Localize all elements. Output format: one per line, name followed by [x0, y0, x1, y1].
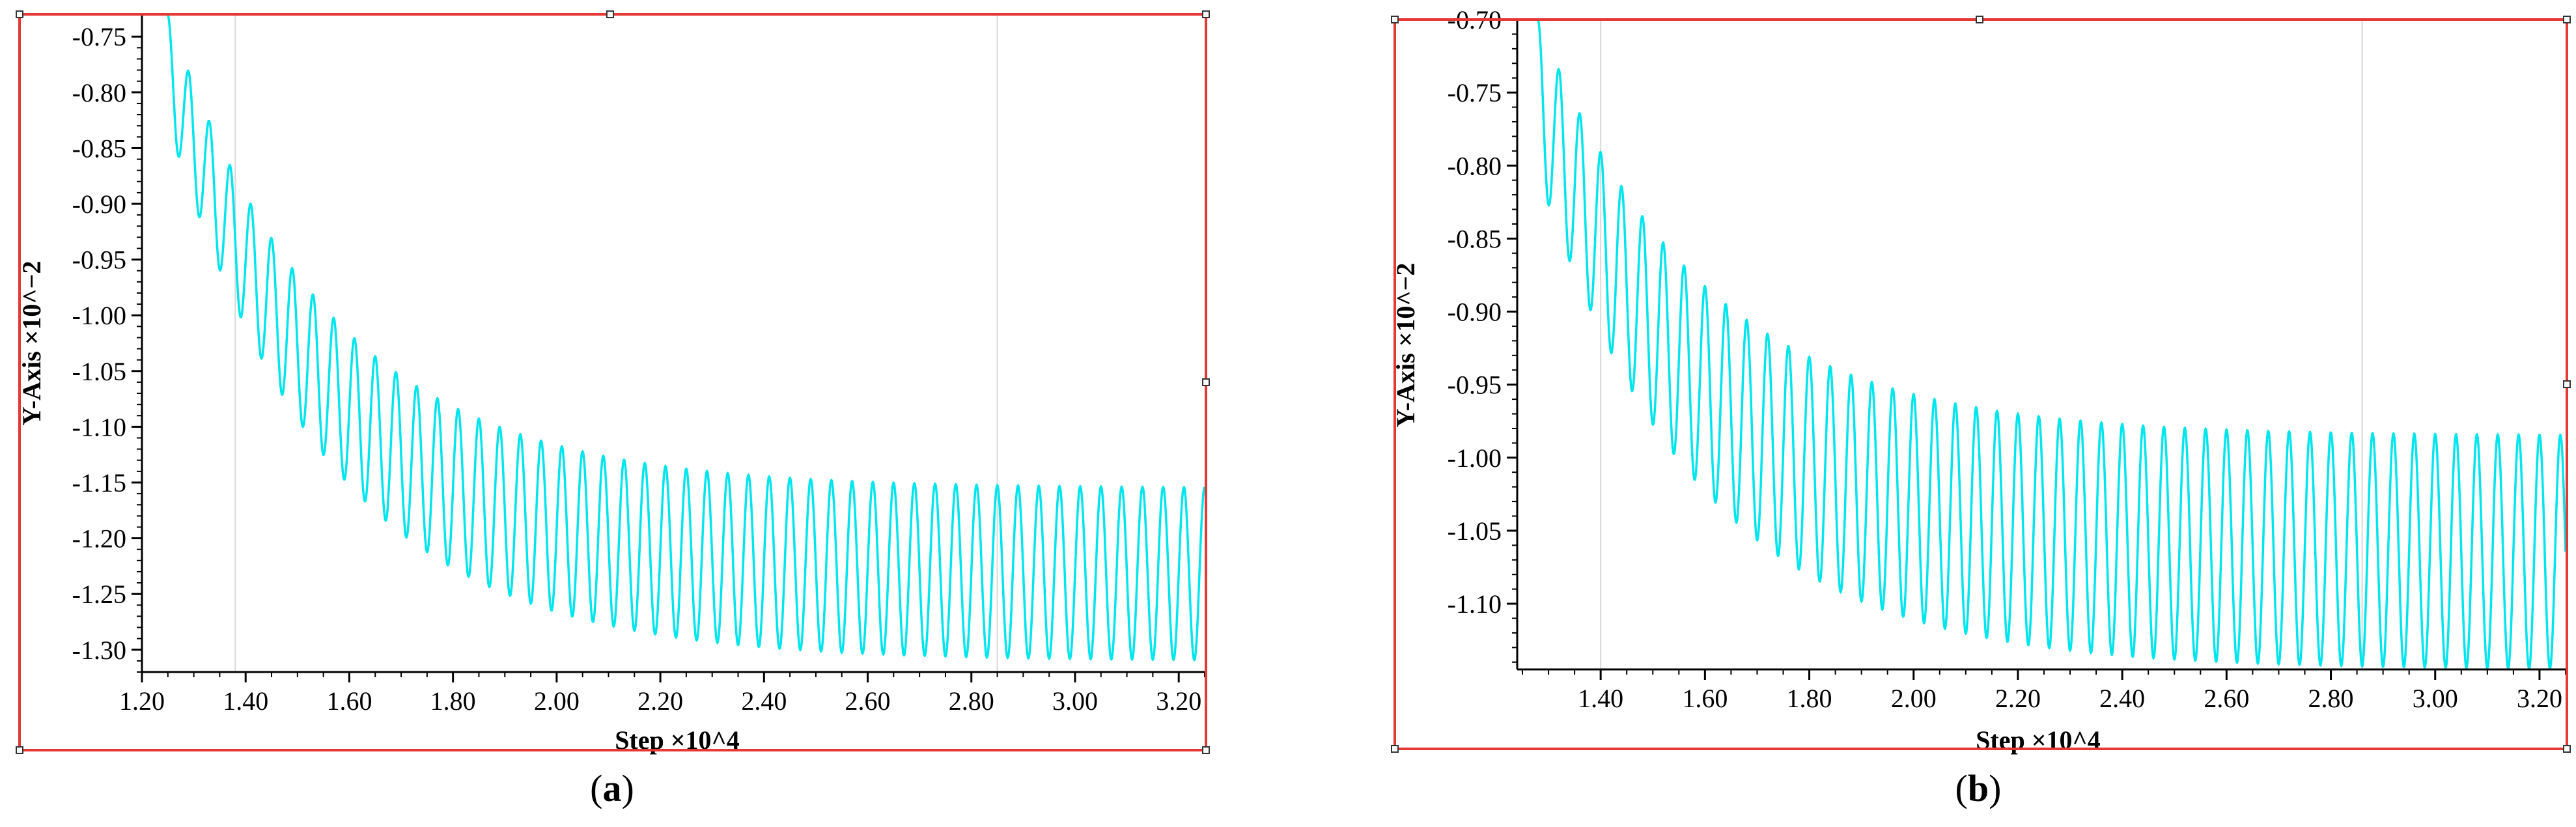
resize-handle [1202, 746, 1210, 754]
x-tick-label: 2.80 [949, 686, 994, 716]
resize-handle [2563, 16, 2571, 23]
y-tick-label: -0.90 [1448, 298, 1502, 327]
caption-letter: a [603, 767, 622, 809]
chart-panel-b: -0.70-0.75-0.80-0.85-0.90-0.95-1.00-1.05… [1391, 5, 2571, 809]
y-tick-label: -1.05 [72, 357, 126, 386]
panel-caption: (b) [1955, 767, 2002, 809]
x-tick-label: 1.60 [326, 686, 372, 716]
resize-handle [1976, 16, 1983, 23]
resize-handle [1391, 16, 1399, 23]
y-tick-label: -0.90 [72, 189, 126, 219]
x-tick-label: 3.00 [2413, 684, 2458, 713]
y-tick-label: -0.85 [1448, 224, 1502, 253]
resize-handle [1202, 378, 1210, 386]
selection-frame [18, 13, 1207, 751]
y-axis-label: Y-Axis ×10^−2 [17, 261, 46, 426]
selection-frame [1393, 18, 2568, 750]
x-tick-label: 2.60 [2204, 684, 2249, 713]
resize-handle [1202, 10, 1210, 18]
x-tick-label: 1.20 [119, 686, 165, 716]
x-tick-label: 2.00 [534, 686, 580, 716]
x-tick-label: 2.20 [1995, 684, 2041, 713]
y-tick-label: -0.75 [72, 22, 126, 51]
y-tick-label: -1.10 [72, 412, 126, 442]
y-tick-label: -0.85 [72, 133, 126, 163]
y-tick-label: -0.95 [1448, 371, 1502, 400]
x-tick-label: 3.00 [1052, 686, 1098, 716]
x-tick-label: 2.40 [741, 686, 787, 716]
resize-handle [606, 10, 614, 18]
caption-close: ) [622, 767, 634, 809]
x-tick-label: 1.80 [1787, 684, 1832, 713]
x-tick-label: 3.20 [2517, 684, 2562, 713]
x-tick-label: 1.40 [1578, 684, 1623, 713]
y-tick-label: -1.25 [72, 580, 126, 609]
x-tick-label: 3.20 [1156, 686, 1201, 716]
x-tick-label: 1.60 [1682, 684, 1728, 713]
x-axis-label: Step ×10^4 [1976, 725, 2101, 755]
series-line [167, 14, 1205, 662]
x-tick-label: 2.40 [2099, 684, 2145, 713]
y-tick-label: -0.95 [72, 245, 126, 275]
x-tick-label: 2.00 [1891, 684, 1937, 713]
y-tick-label: -1.30 [72, 636, 126, 665]
panel-caption: (a) [590, 767, 634, 809]
resize-handle [2563, 745, 2571, 753]
y-tick-label: -1.05 [1448, 516, 1502, 546]
y-tick-label: -0.80 [72, 78, 126, 107]
series-line [1537, 20, 2566, 669]
x-tick-label: 2.80 [2308, 684, 2354, 713]
resize-handle [2563, 380, 2571, 388]
x-tick-label: 1.40 [223, 686, 268, 716]
resize-handle [16, 10, 23, 18]
y-tick-label: -1.10 [1448, 589, 1502, 619]
chart-panel-a: -0.75 -0.80 -0.85 -0.90 -0.95 -1.00 -1.05 -1.10… [16, 10, 1210, 809]
caption-open: ( [590, 767, 602, 809]
caption-letter: b [1968, 767, 1989, 809]
x-tick-label: 2.60 [845, 686, 891, 716]
y-tick-label: -1.00 [1448, 443, 1502, 473]
x-tick-label: 1.80 [430, 686, 476, 716]
y-tick-label: -0.80 [1448, 151, 1502, 180]
resize-handle [16, 746, 23, 754]
resize-handle [1391, 745, 1399, 753]
caption-close: ) [1989, 767, 2001, 809]
y-tick-label: -1.00 [72, 301, 126, 330]
y-tick-label: -0.75 [1448, 78, 1502, 107]
caption-open: ( [1955, 767, 1968, 809]
y-tick-label: -1.15 [72, 468, 126, 498]
x-tick-label: 2.20 [637, 686, 683, 716]
y-tick-label: -1.20 [72, 524, 126, 554]
